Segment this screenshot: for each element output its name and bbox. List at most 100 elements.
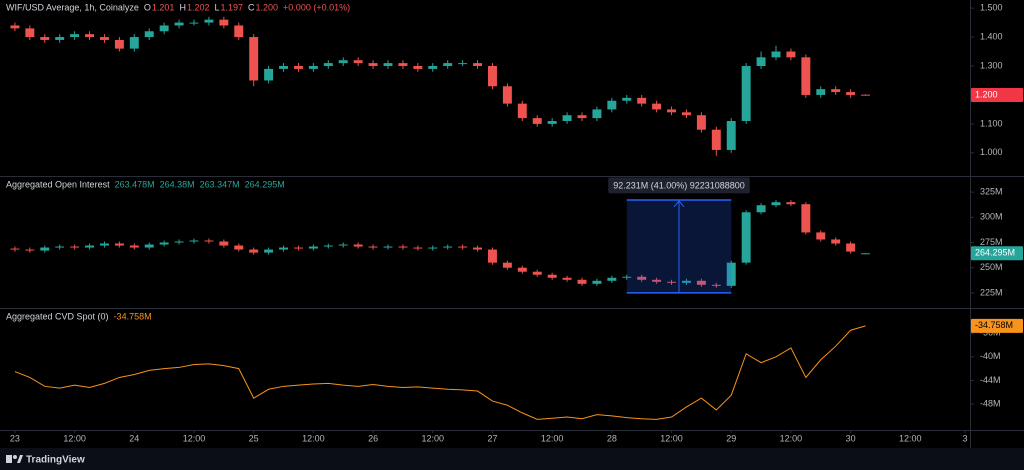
candle-body [577, 279, 587, 284]
legend-value: -34.758M [114, 311, 152, 321]
x-tick-label: 12:00 [780, 433, 803, 443]
last-value-box [971, 318, 1023, 333]
candle-body [607, 277, 617, 281]
candle-body [129, 37, 139, 49]
x-tick-label: 27 [487, 433, 497, 443]
candle-body [114, 243, 124, 246]
candle-body [428, 66, 438, 69]
candle-body [144, 31, 154, 38]
candle-body [801, 204, 811, 233]
candle-body [502, 86, 512, 104]
candle-body [816, 232, 826, 240]
candle-body [517, 103, 527, 119]
last-value-box [971, 87, 1023, 102]
legend-key: C [248, 2, 255, 12]
candle-body [592, 109, 602, 119]
legend-value: 264.295M [245, 179, 285, 189]
legend-value: 263.478M [115, 179, 155, 189]
candle-body [532, 118, 542, 124]
x-tick-label: 30 [846, 433, 856, 443]
x-tick-label: 28 [607, 433, 617, 443]
candle-body [383, 63, 393, 66]
candle-body [681, 112, 691, 116]
candle-body [443, 246, 453, 248]
y-tick-label: -40M [980, 351, 1001, 361]
candle-body [85, 34, 95, 38]
candle-body [652, 279, 662, 282]
candles [10, 16, 871, 156]
candle-body [637, 276, 647, 280]
candle-body [741, 66, 751, 121]
measure-arrowhead [673, 200, 685, 208]
candle-body [771, 202, 781, 206]
y-tick-label: 1.000 [980, 147, 1003, 157]
x-tick-label: 26 [368, 433, 378, 443]
candle-body [219, 241, 229, 246]
candle-body [249, 249, 259, 253]
x-tick-label: 12:00 [422, 433, 445, 443]
candle-body [159, 242, 169, 245]
candle-body [159, 25, 169, 32]
candle-body [846, 92, 856, 95]
footer-bar [0, 448, 1024, 470]
candle-body [249, 37, 259, 81]
candle-body [816, 89, 826, 95]
candle-body [353, 60, 363, 64]
candle-body [741, 212, 751, 263]
legend-value: 263.347M [200, 179, 240, 189]
x-tick-label: 24 [129, 433, 139, 443]
candle-body [696, 115, 706, 130]
candle-body [10, 248, 20, 250]
legend-value: 1.197 [220, 2, 243, 12]
candle-body [637, 97, 647, 104]
legend-title: Aggregated Open Interest [6, 179, 110, 189]
candle-body [189, 22, 199, 24]
candle-body [622, 97, 632, 101]
candle-body [532, 271, 542, 275]
x-tick-label: 12:00 [302, 433, 325, 443]
legend-value: 1.200 [256, 2, 279, 12]
legend-title: WIF/USD Average, 1h, Coinalyze [6, 2, 139, 12]
y-tick-label: 325M [980, 186, 1003, 196]
candle-body [204, 240, 214, 242]
candle-body [234, 25, 244, 38]
candle-body [801, 57, 811, 95]
y-tick-label: 1.100 [980, 118, 1003, 128]
candle-body [607, 100, 617, 110]
candle-body [264, 249, 274, 253]
candle-body [726, 262, 736, 286]
legend-value: 264.38M [160, 179, 195, 189]
candle-body [55, 37, 65, 40]
candle-body [99, 37, 109, 40]
x-tick-label: 29 [726, 433, 736, 443]
candle-body [831, 239, 841, 244]
candle-body [383, 246, 393, 248]
candle-body [99, 243, 109, 246]
candle-body [323, 63, 333, 66]
candle-body [338, 244, 348, 246]
last-value-box [971, 246, 1023, 261]
x-tick-label: 12:00 [541, 433, 564, 443]
candle-body [547, 121, 557, 124]
candle-body [473, 247, 483, 250]
candle-body [174, 22, 184, 26]
legend-value: 1.201 [152, 2, 175, 12]
cvd-line [14, 325, 866, 420]
x-tick-label: 12:00 [183, 433, 206, 443]
candle-body [652, 103, 662, 110]
candle-body [204, 19, 214, 23]
candle-body [368, 63, 378, 66]
candle-body [667, 281, 677, 283]
candle-body [189, 240, 199, 242]
candle-body [40, 37, 50, 40]
candle-body [264, 68, 274, 81]
measure-label: 92.231M (41.00%) 92231088800 [613, 180, 745, 190]
candle-body [144, 244, 154, 248]
legend-key: O [144, 2, 151, 12]
y-tick-label: 300M [980, 212, 1003, 222]
candle-body [293, 247, 303, 249]
candle-body [831, 89, 841, 93]
candle-body [114, 39, 124, 49]
legend-value: 1.202 [187, 2, 210, 12]
